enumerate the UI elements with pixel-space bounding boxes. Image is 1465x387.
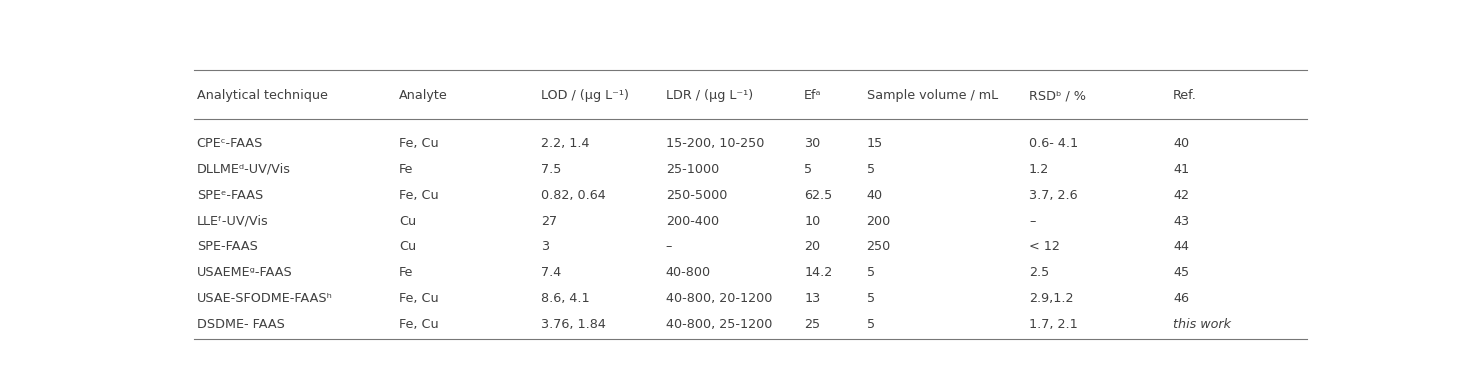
Text: 20: 20 [804,240,820,253]
Text: 5: 5 [867,266,875,279]
Text: SPEᵉ-FAAS: SPEᵉ-FAAS [196,188,264,202]
Text: Cu: Cu [398,214,416,228]
Text: 15: 15 [867,137,883,150]
Text: 10: 10 [804,214,820,228]
Text: 250: 250 [867,240,891,253]
Text: 8.6, 4.1: 8.6, 4.1 [541,292,589,305]
Text: 25-1000: 25-1000 [665,163,719,176]
Text: DLLMEᵈ-UV/Vis: DLLMEᵈ-UV/Vis [196,163,290,176]
Text: 5: 5 [867,318,875,331]
Text: 2.9,1.2: 2.9,1.2 [1028,292,1074,305]
Text: 0.6- 4.1: 0.6- 4.1 [1028,137,1078,150]
Text: 25: 25 [804,318,820,331]
Text: Fe, Cu: Fe, Cu [398,188,438,202]
Text: RSDᵇ / %: RSDᵇ / % [1028,89,1086,102]
Text: Fe, Cu: Fe, Cu [398,318,438,331]
Text: Fe, Cu: Fe, Cu [398,137,438,150]
Text: 0.82, 0.64: 0.82, 0.64 [541,188,605,202]
Text: Analyte: Analyte [398,89,448,102]
Text: 1.7, 2.1: 1.7, 2.1 [1028,318,1078,331]
Text: 62.5: 62.5 [804,188,832,202]
Text: SPE-FAAS: SPE-FAAS [196,240,258,253]
Text: 250-5000: 250-5000 [665,188,727,202]
Text: 7.4: 7.4 [541,266,561,279]
Text: 40-800, 20-1200: 40-800, 20-1200 [665,292,772,305]
Text: 3.76, 1.84: 3.76, 1.84 [541,318,605,331]
Text: Fe: Fe [398,266,413,279]
Text: 3: 3 [541,240,549,253]
Text: 27: 27 [541,214,557,228]
Text: 45: 45 [1173,266,1190,279]
Text: 13: 13 [804,292,820,305]
Text: Fe: Fe [398,163,413,176]
Text: 200: 200 [867,214,891,228]
Text: 7.5: 7.5 [541,163,561,176]
Text: Fe, Cu: Fe, Cu [398,292,438,305]
Text: USAEMEᵍ-FAAS: USAEMEᵍ-FAAS [196,266,293,279]
Text: 43: 43 [1173,214,1190,228]
Text: Analytical technique: Analytical technique [196,89,328,102]
Text: Efᵃ: Efᵃ [804,89,822,102]
Text: 40: 40 [867,188,883,202]
Text: < 12: < 12 [1028,240,1059,253]
Text: 3.7, 2.6: 3.7, 2.6 [1028,188,1078,202]
Text: 14.2: 14.2 [804,266,832,279]
Text: 46: 46 [1173,292,1190,305]
Text: Sample volume / mL: Sample volume / mL [867,89,998,102]
Text: 2.2, 1.4: 2.2, 1.4 [541,137,589,150]
Text: 5: 5 [867,292,875,305]
Text: 5: 5 [867,163,875,176]
Text: LOD / (μg L⁻¹): LOD / (μg L⁻¹) [541,89,628,102]
Text: 2.5: 2.5 [1028,266,1049,279]
Text: 40: 40 [1173,137,1190,150]
Text: 5: 5 [804,163,812,176]
Text: 40-800, 25-1200: 40-800, 25-1200 [665,318,772,331]
Text: 41: 41 [1173,163,1190,176]
Text: –: – [665,240,672,253]
Text: 1.2: 1.2 [1028,163,1049,176]
Text: Ref.: Ref. [1173,89,1197,102]
Text: CPEᶜ-FAAS: CPEᶜ-FAAS [196,137,264,150]
Text: 200-400: 200-400 [665,214,719,228]
Text: this work: this work [1173,318,1231,331]
Text: LDR / (μg L⁻¹): LDR / (μg L⁻¹) [665,89,753,102]
Text: 42: 42 [1173,188,1190,202]
Text: 15-200, 10-250: 15-200, 10-250 [665,137,765,150]
Text: –: – [1028,214,1036,228]
Text: LLEᶠ-UV/Vis: LLEᶠ-UV/Vis [196,214,268,228]
Text: 44: 44 [1173,240,1190,253]
Text: USAE-SFODME-FAASʰ: USAE-SFODME-FAASʰ [196,292,333,305]
Text: Cu: Cu [398,240,416,253]
Text: DSDME- FAAS: DSDME- FAAS [196,318,284,331]
Text: 30: 30 [804,137,820,150]
Text: 40-800: 40-800 [665,266,711,279]
